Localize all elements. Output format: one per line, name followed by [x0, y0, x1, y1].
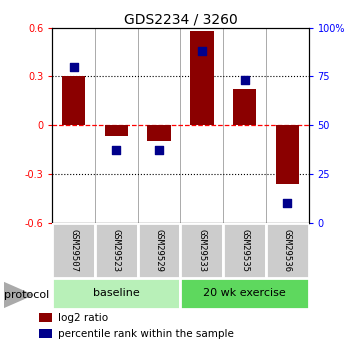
Bar [105, 125, 128, 136]
Title: GDS2234 / 3260: GDS2234 / 3260 [123, 12, 238, 27]
Bar [266, 223, 309, 278]
Text: GSM29535: GSM29535 [240, 229, 249, 272]
Bar [180, 223, 223, 278]
Text: GSM29533: GSM29533 [197, 229, 206, 272]
Bar [95, 223, 138, 278]
Text: GSM29523: GSM29523 [112, 229, 121, 272]
Bar [52, 223, 95, 278]
Bar [62, 76, 86, 125]
Text: GSM29536: GSM29536 [283, 229, 292, 272]
Text: protocol: protocol [4, 290, 49, 300]
Bar [138, 223, 180, 278]
Bar [275, 125, 299, 184]
Point [284, 200, 290, 206]
Polygon shape [4, 282, 34, 308]
Bar [52, 278, 180, 309]
Point [199, 48, 205, 54]
Text: 20 wk exercise: 20 wk exercise [203, 288, 286, 298]
Bar [190, 31, 214, 125]
Text: log2 ratio: log2 ratio [58, 313, 108, 323]
Bar [147, 125, 171, 141]
Point [242, 78, 247, 83]
Text: percentile rank within the sample: percentile rank within the sample [58, 329, 234, 339]
Point [71, 64, 77, 69]
Bar [223, 223, 266, 278]
Point [156, 148, 162, 153]
Point [113, 148, 119, 153]
Text: baseline: baseline [93, 288, 140, 298]
Bar [233, 89, 256, 125]
Bar [39, 329, 52, 338]
Text: GSM29507: GSM29507 [69, 229, 78, 272]
Bar [180, 278, 309, 309]
Bar [39, 313, 52, 322]
Text: GSM29529: GSM29529 [155, 229, 164, 272]
